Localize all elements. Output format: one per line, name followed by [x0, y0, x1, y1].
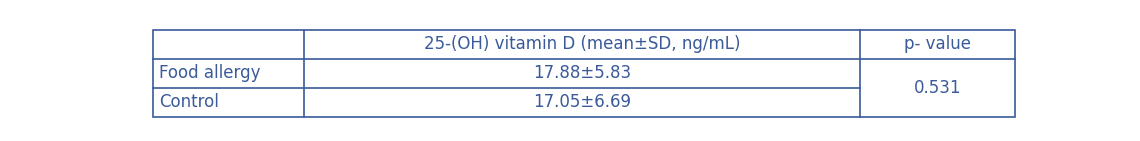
Text: 0.531: 0.531: [914, 79, 961, 97]
Text: 17.88±5.83: 17.88±5.83: [534, 64, 632, 82]
Text: 17.05±6.69: 17.05±6.69: [534, 93, 632, 111]
Text: Food allergy: Food allergy: [160, 64, 261, 82]
Text: 25-(OH) vitamin D (mean±SD, ng/mL): 25-(OH) vitamin D (mean±SD, ng/mL): [424, 35, 740, 53]
Bar: [153, 30, 1016, 117]
Text: Control: Control: [160, 93, 219, 111]
Text: p- value: p- value: [904, 35, 971, 53]
